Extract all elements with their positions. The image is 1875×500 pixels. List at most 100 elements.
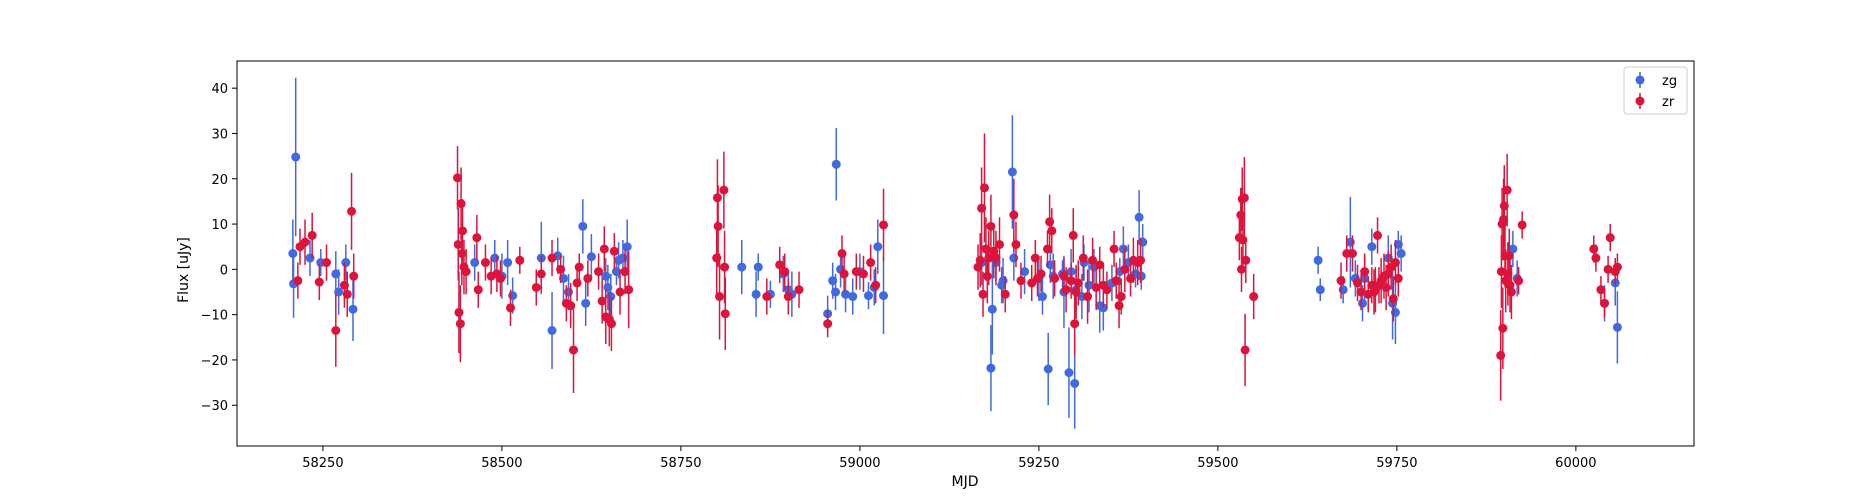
- data-point-zr-157: [1514, 276, 1524, 286]
- data-point-zr-141: [1388, 294, 1398, 304]
- data-point-zr-91: [1050, 273, 1060, 283]
- data-point-zr-80: [1000, 289, 1010, 299]
- data-point-zr-66: [871, 280, 881, 290]
- legend-marker-zr: [1635, 96, 1645, 106]
- data-point-zr-3: [307, 230, 317, 240]
- data-point-zr-46: [620, 267, 630, 277]
- data-point-zg-30: [751, 289, 761, 299]
- data-point-zr-22: [480, 258, 490, 268]
- data-point-zr-8: [342, 289, 352, 299]
- data-point-zr-155: [1505, 280, 1515, 290]
- data-point-zr-81: [1009, 210, 1019, 220]
- data-point-zg-46: [873, 242, 883, 252]
- data-point-zr-90: [1047, 226, 1057, 236]
- data-point-zg-27: [618, 253, 628, 263]
- data-point-zr-78: [991, 253, 1001, 263]
- data-point-zr-144: [1496, 350, 1506, 360]
- data-point-zg-56: [1020, 267, 1030, 277]
- data-point-zg-99: [1612, 322, 1622, 332]
- data-point-zr-55: [762, 292, 772, 302]
- data-point-zg-50: [987, 304, 997, 314]
- data-point-zr-100: [1083, 292, 1093, 302]
- data-point-zg-94: [1396, 249, 1406, 258]
- data-point-zg-41: [841, 289, 851, 299]
- data-point-zr-110: [1120, 264, 1130, 274]
- data-point-zr-79: [995, 239, 1005, 249]
- data-point-zr-123: [1249, 292, 1259, 302]
- legend-label-zr: zr: [1662, 95, 1675, 110]
- y-tick-label-0: −30: [201, 399, 228, 414]
- data-point-zr-38: [594, 267, 604, 277]
- x-axis-label: MJD: [952, 474, 979, 490]
- plot-area: [288, 77, 1622, 429]
- data-point-zr-129: [1360, 267, 1370, 277]
- data-point-zg-47: [879, 291, 889, 301]
- data-point-zr-57: [780, 267, 790, 277]
- x-tick-label-2: 58750: [660, 456, 701, 471]
- data-point-zr-106: [1109, 244, 1119, 254]
- data-point-zr-67: [879, 220, 889, 230]
- data-point-zr-82: [1011, 239, 1021, 249]
- data-point-zr-147: [1498, 323, 1508, 333]
- data-point-zr-72: [979, 183, 989, 193]
- data-point-zr-17: [458, 226, 468, 236]
- data-point-zr-108: [1114, 301, 1124, 311]
- data-point-zr-43: [606, 319, 616, 329]
- data-point-zr-109: [1116, 292, 1126, 302]
- data-point-zr-25: [495, 273, 505, 283]
- data-point-zr-45: [615, 287, 625, 297]
- data-point-zr-53: [720, 262, 730, 272]
- y-tick-label-3: 0: [220, 263, 228, 278]
- data-point-zr-29: [536, 269, 546, 279]
- data-point-zr-127: [1352, 278, 1362, 288]
- data-point-zr-20: [472, 233, 482, 243]
- y-tick-label-1: −20: [201, 354, 228, 369]
- data-point-zg-82: [1313, 255, 1323, 265]
- data-point-zr-99: [1078, 253, 1088, 263]
- data-point-zr-47: [624, 285, 634, 295]
- data-point-zr-114: [1136, 255, 1146, 265]
- data-point-zr-160: [1591, 253, 1601, 263]
- data-point-zg-59: [1043, 364, 1053, 374]
- data-point-zr-87: [1036, 269, 1046, 279]
- data-point-zr-2: [300, 237, 310, 247]
- data-point-zr-154: [1504, 251, 1514, 261]
- data-point-zg-49: [986, 363, 996, 373]
- data-point-zr-69: [975, 255, 985, 265]
- data-point-zr-31: [556, 264, 566, 274]
- data-point-zr-5: [321, 258, 331, 268]
- data-point-zr-65: [866, 258, 876, 268]
- data-point-zr-98: [1073, 278, 1083, 288]
- x-tick-label-0: 58250: [302, 456, 343, 471]
- data-point-zg-3: [305, 253, 315, 263]
- data-point-zr-105: [1102, 285, 1112, 295]
- data-point-zg-58: [1037, 292, 1047, 302]
- data-point-zr-117: [1237, 264, 1247, 274]
- axes: 58250 58500 58750 59000 59250 59500 59750 60000…: [201, 60, 1695, 471]
- data-point-zr-63: [851, 267, 861, 277]
- data-point-zr-54: [720, 309, 730, 319]
- data-point-zg-66: [1070, 378, 1080, 388]
- data-point-zr-89: [1045, 217, 1055, 227]
- data-point-zr-83: [1016, 276, 1026, 286]
- data-point-zr-120: [1239, 193, 1249, 203]
- data-point-zr-162: [1600, 298, 1610, 308]
- data-point-zr-138: [1381, 282, 1391, 292]
- data-point-zr-35: [572, 278, 582, 288]
- data-point-zr-21: [473, 285, 483, 295]
- data-point-zr-74: [982, 271, 992, 281]
- data-point-zg-84: [1338, 285, 1348, 295]
- data-point-zr-96: [1070, 319, 1080, 329]
- data-point-zr-85: [1030, 253, 1040, 263]
- y-tick-label-5: 20: [211, 173, 228, 188]
- legend-label-zg: zg: [1662, 74, 1677, 89]
- data-point-zg-89: [1367, 242, 1377, 252]
- series-zr: [293, 133, 1622, 401]
- data-point-zr-163: [1603, 264, 1613, 274]
- data-point-zr-4: [314, 277, 324, 287]
- legend-marker-zg: [1635, 75, 1645, 85]
- data-point-zg-9: [470, 258, 480, 268]
- data-point-zr-143: [1393, 273, 1403, 283]
- data-point-zr-161: [1596, 285, 1606, 295]
- data-point-zr-30: [547, 253, 557, 263]
